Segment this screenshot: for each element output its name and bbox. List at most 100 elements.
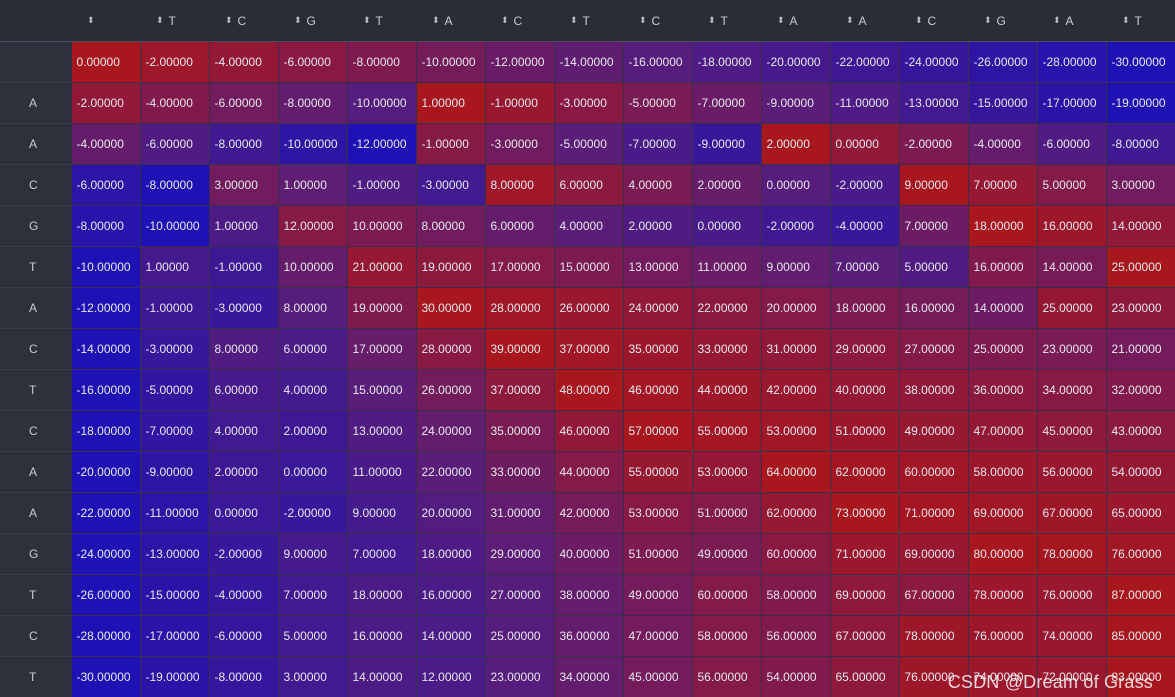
column-header[interactable]: ⬍ T: [347, 0, 416, 42]
table-cell: 7.00000: [346, 532, 417, 575]
row-index-label: C: [0, 410, 71, 452]
table-cell: 60.00000: [691, 573, 762, 616]
table-cell: -8.00000: [139, 163, 210, 206]
sort-updown-icon[interactable]: ⬍: [363, 15, 371, 26]
column-header[interactable]: ⬍ T: [140, 0, 209, 42]
table-cell: -4.00000: [829, 204, 900, 247]
column-header[interactable]: ⬍: [71, 0, 140, 42]
column-header[interactable]: ⬍ C: [209, 0, 278, 42]
table-cell: 76.00000: [967, 614, 1038, 657]
table-cell: 76.00000: [1036, 573, 1107, 616]
column-header[interactable]: ⬍ A: [1037, 0, 1106, 42]
row-index-label: T: [0, 574, 71, 616]
table-cell: -1.00000: [139, 286, 210, 329]
table-cell: 19.00000: [346, 286, 417, 329]
table-cell: 56.00000: [760, 614, 831, 657]
table-row: A -22.00000 -11.00000 0.00000 -2.00000 9.0000…: [0, 491, 1175, 534]
row-index-label: A: [0, 287, 71, 329]
sort-updown-icon[interactable]: ⬍: [708, 15, 716, 26]
table-cell: 78.00000: [1036, 532, 1107, 575]
table-cell: 19.00000: [415, 245, 486, 288]
table-cell: 69.00000: [898, 532, 969, 575]
table-cell: 28.00000: [415, 327, 486, 370]
table-cell: -26.00000: [70, 573, 141, 616]
table-cell: -8.00000: [208, 122, 279, 165]
table-cell: 5.00000: [1036, 163, 1107, 206]
table-cell: 1.00000: [277, 163, 348, 206]
table-cell: -11.00000: [829, 81, 900, 124]
table-cell: -14.00000: [553, 40, 624, 83]
column-header-label: G: [996, 13, 1006, 28]
sort-updown-icon[interactable]: ⬍: [501, 15, 509, 26]
table-row: G -8.00000 -10.00000 1.00000 12.00000 10.0000…: [0, 204, 1175, 247]
column-header[interactable]: ⬍ C: [623, 0, 692, 42]
table-cell: 53.00000: [622, 491, 693, 534]
table-row: A -2.00000 -4.00000 -6.00000 -8.00000 -10.000…: [0, 81, 1175, 124]
sort-updown-icon[interactable]: ⬍: [777, 15, 785, 26]
table-cell: 8.00000: [277, 286, 348, 329]
column-header[interactable]: ⬍ T: [1106, 0, 1175, 42]
table-cell: -6.00000: [208, 81, 279, 124]
table-cell: 21.00000: [346, 245, 417, 288]
sort-updown-icon[interactable]: ⬍: [984, 15, 992, 26]
column-header[interactable]: ⬍ G: [968, 0, 1037, 42]
table-cell: 62.00000: [829, 450, 900, 493]
table-cell: 74.00000: [1036, 614, 1107, 657]
table-cell: 10.00000: [346, 204, 417, 247]
table-cell: -9.00000: [760, 81, 831, 124]
table-cell: 0.00000: [691, 204, 762, 247]
table-cell: 26.00000: [553, 286, 624, 329]
table-cell: -11.00000: [139, 491, 210, 534]
index-corner-header: [0, 0, 71, 42]
table-cell: 58.00000: [760, 573, 831, 616]
column-header[interactable]: ⬍ A: [761, 0, 830, 42]
table-cell: 16.00000: [967, 245, 1038, 288]
sort-updown-icon[interactable]: ⬍: [570, 15, 578, 26]
table-cell: 37.00000: [484, 368, 555, 411]
table-cell: -7.00000: [622, 122, 693, 165]
column-header[interactable]: ⬍ T: [554, 0, 623, 42]
sort-updown-icon[interactable]: ⬍: [294, 15, 302, 26]
sort-updown-icon[interactable]: ⬍: [639, 15, 647, 26]
table-cell: 74.00000: [967, 655, 1038, 697]
table-cell: 58.00000: [691, 614, 762, 657]
table-cell: 54.00000: [760, 655, 831, 697]
table-cell: 9.00000: [760, 245, 831, 288]
column-header[interactable]: ⬍ A: [830, 0, 899, 42]
table-cell: 53.00000: [691, 450, 762, 493]
row-index-label: A: [0, 123, 71, 165]
column-header[interactable]: ⬍ G: [278, 0, 347, 42]
table-row: T -10.00000 1.00000 -1.00000 10.00000 21.0000…: [0, 245, 1175, 288]
sort-updown-icon[interactable]: ⬍: [915, 15, 923, 26]
table-cell: 49.00000: [898, 409, 969, 452]
sort-updown-icon[interactable]: ⬍: [432, 15, 440, 26]
table-cell: -30.00000: [1105, 40, 1175, 83]
sort-updown-icon[interactable]: ⬍: [1122, 15, 1130, 26]
table-row: A -12.00000 -1.00000 -3.00000 8.00000 19.0000…: [0, 286, 1175, 329]
table-cell: -17.00000: [1036, 81, 1107, 124]
table-cell: 54.00000: [1105, 450, 1175, 493]
sort-updown-icon[interactable]: ⬍: [846, 15, 854, 26]
table-cell: 18.00000: [967, 204, 1038, 247]
sort-updown-icon[interactable]: ⬍: [156, 15, 164, 26]
sort-updown-icon[interactable]: ⬍: [87, 15, 95, 26]
table-cell: 18.00000: [346, 573, 417, 616]
column-header[interactable]: ⬍ C: [485, 0, 554, 42]
table-cell: -6.00000: [277, 40, 348, 83]
table-cell: 2.00000: [622, 204, 693, 247]
table-row: C -18.00000 -7.00000 4.00000 2.00000 13.00000…: [0, 409, 1175, 452]
table-cell: 14.00000: [415, 614, 486, 657]
column-header[interactable]: ⬍ A: [416, 0, 485, 42]
table-cell: -12.00000: [484, 40, 555, 83]
sort-updown-icon[interactable]: ⬍: [225, 15, 233, 26]
column-header[interactable]: ⬍ T: [692, 0, 761, 42]
table-cell: -12.00000: [70, 286, 141, 329]
column-header[interactable]: ⬍ C: [899, 0, 968, 42]
row-index-label: [0, 41, 71, 83]
table-cell: -5.00000: [622, 81, 693, 124]
table-cell: 83.00000: [1105, 655, 1175, 697]
table-cell: -19.00000: [139, 655, 210, 697]
sort-updown-icon[interactable]: ⬍: [1053, 15, 1061, 26]
column-header-label: T: [720, 13, 728, 28]
